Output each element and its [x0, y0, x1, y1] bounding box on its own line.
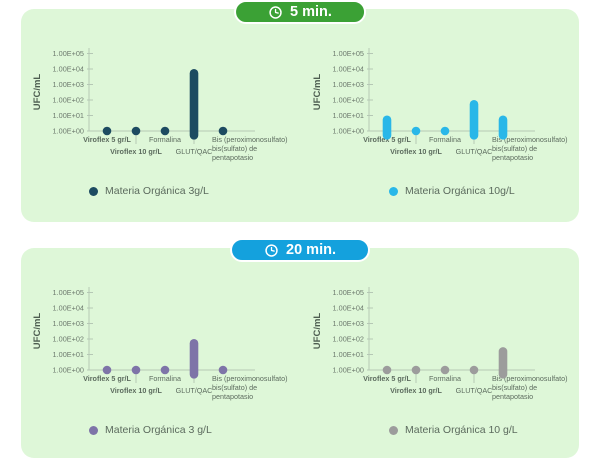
svg-text:UFC/mL: UFC/mL: [312, 313, 323, 350]
legend-materia-organica-3: Materia Orgánica 3 g/L: [27, 424, 293, 436]
clock-icon: [269, 5, 282, 19]
svg-text:GLUT/QAC: GLUT/QAC: [176, 386, 213, 395]
svg-text:1.00E+05: 1.00E+05: [333, 288, 364, 297]
svg-text:bis(sulfato) de: bis(sulfato) de: [212, 144, 257, 153]
svg-text:1.00E+02: 1.00E+02: [53, 96, 84, 105]
chart-20min-materia-organica-3: 1.00E+00 1.00E+01 1.00E+02 1.00E+03 1.00E+04…: [32, 287, 288, 401]
svg-text:bis(sulfato) de: bis(sulfato) de: [492, 144, 537, 153]
svg-text:pentapotasio: pentapotasio: [212, 392, 253, 401]
svg-text:UFC/mL: UFC/mL: [32, 313, 43, 350]
svg-text:1.00E+00: 1.00E+00: [333, 127, 364, 136]
svg-text:UFC/mL: UFC/mL: [32, 74, 43, 111]
svg-text:1.00E+05: 1.00E+05: [53, 49, 84, 58]
svg-text:1.00E+01: 1.00E+01: [53, 350, 84, 359]
svg-text:Bis (peroximonosulfato): Bis (peroximonosulfato): [212, 374, 288, 383]
badge-label-20min: 20 min.: [286, 242, 336, 258]
svg-text:Viroflex 5 gr/L: Viroflex 5 gr/L: [83, 135, 131, 144]
svg-text:Viroflex 10 gr/L: Viroflex 10 gr/L: [390, 147, 442, 156]
svg-text:1.00E+05: 1.00E+05: [53, 288, 84, 297]
svg-text:GLUT/QAC: GLUT/QAC: [176, 147, 213, 156]
legend-label: Materia Orgánica 10g/L: [405, 185, 515, 197]
legend-dot-icon: [89, 186, 98, 196]
svg-text:1.00E+03: 1.00E+03: [333, 319, 364, 328]
svg-text:bis(sulfato) de: bis(sulfato) de: [212, 383, 257, 392]
svg-text:Viroflex 5 gr/L: Viroflex 5 gr/L: [83, 374, 131, 383]
chart-5min-materia-organica-3: 1.00E+00 1.00E+01 1.00E+02 1.00E+03 1.00E+04…: [32, 48, 288, 162]
legend-label: Materia Orgánica 3 g/L: [105, 424, 212, 436]
legends-5min: Materia Orgánica 3g/L Materia Orgánica 1…: [21, 185, 579, 197]
chart-20min-materia-organica-10: 1.00E+00 1.00E+01 1.00E+02 1.00E+03 1.00E+04…: [312, 287, 568, 401]
svg-text:1.00E+02: 1.00E+02: [333, 335, 364, 344]
badge-label-5min: 5 min.: [290, 4, 332, 20]
svg-text:pentapotasio: pentapotasio: [212, 153, 253, 162]
svg-text:1.00E+03: 1.00E+03: [53, 319, 84, 328]
legend-materia-organica-10: Materia Orgánica 10g/L: [307, 185, 573, 197]
svg-text:GLUT/QAC: GLUT/QAC: [456, 386, 493, 395]
svg-text:1.00E+01: 1.00E+01: [53, 111, 84, 120]
svg-text:1.00E+01: 1.00E+01: [333, 350, 364, 359]
svg-text:1.00E+04: 1.00E+04: [333, 65, 364, 74]
svg-text:Formalina: Formalina: [149, 374, 181, 383]
svg-text:1.00E+03: 1.00E+03: [53, 80, 84, 89]
svg-text:Bis (peroximonosulfato): Bis (peroximonosulfato): [492, 135, 568, 144]
svg-text:1.00E+00: 1.00E+00: [53, 127, 84, 136]
svg-text:1.00E+02: 1.00E+02: [333, 96, 364, 105]
time-badge-20min: 20 min.: [230, 238, 370, 262]
clock-icon: [265, 243, 278, 257]
svg-text:pentapotasio: pentapotasio: [492, 392, 533, 401]
legend-materia-organica-3: Materia Orgánica 3g/L: [27, 185, 293, 197]
svg-text:Viroflex 5 gr/L: Viroflex 5 gr/L: [363, 374, 411, 383]
time-badge-5min: 5 min.: [234, 0, 366, 24]
svg-text:1.00E+04: 1.00E+04: [333, 304, 364, 313]
svg-text:Viroflex 10 gr/L: Viroflex 10 gr/L: [390, 386, 442, 395]
legends-20min: Materia Orgánica 3 g/L Materia Orgánica …: [21, 424, 579, 436]
chart-5min-materia-organica-10: 1.00E+00 1.00E+01 1.00E+02 1.00E+03 1.00E+04…: [312, 48, 568, 162]
svg-text:GLUT/QAC: GLUT/QAC: [456, 147, 493, 156]
svg-text:1.00E+05: 1.00E+05: [333, 49, 364, 58]
charts-row-5min: 1.00E+00 1.00E+01 1.00E+02 1.00E+03 1.00E+04…: [21, 9, 579, 183]
svg-text:1.00E+04: 1.00E+04: [53, 304, 84, 313]
svg-text:UFC/mL: UFC/mL: [312, 74, 323, 111]
svg-text:Formalina: Formalina: [429, 135, 461, 144]
svg-text:Formalina: Formalina: [149, 135, 181, 144]
legend-dot-icon: [89, 425, 98, 435]
svg-text:Viroflex 10 gr/L: Viroflex 10 gr/L: [110, 386, 162, 395]
svg-text:Viroflex 10 gr/L: Viroflex 10 gr/L: [110, 147, 162, 156]
legend-dot-icon: [389, 186, 398, 196]
panel-5min: 1.00E+00 1.00E+01 1.00E+02 1.00E+03 1.00E+04…: [21, 9, 579, 222]
legend-label: Materia Orgánica 10 g/L: [405, 424, 518, 436]
svg-text:1.00E+00: 1.00E+00: [333, 366, 364, 375]
panel-20min: 1.00E+00 1.00E+01 1.00E+02 1.00E+03 1.00E+04…: [21, 248, 579, 458]
svg-text:pentapotasio: pentapotasio: [492, 153, 533, 162]
svg-text:1.00E+02: 1.00E+02: [53, 335, 84, 344]
svg-text:1.00E+01: 1.00E+01: [333, 111, 364, 120]
svg-text:Bis (peroximonosulfato): Bis (peroximonosulfato): [492, 374, 568, 383]
legend-label: Materia Orgánica 3g/L: [105, 185, 209, 197]
svg-text:1.00E+04: 1.00E+04: [53, 65, 84, 74]
legend-dot-icon: [389, 425, 398, 435]
svg-text:Bis (peroximonosulfato): Bis (peroximonosulfato): [212, 135, 288, 144]
svg-text:bis(sulfato) de: bis(sulfato) de: [492, 383, 537, 392]
svg-text:1.00E+03: 1.00E+03: [333, 80, 364, 89]
charts-row-20min: 1.00E+00 1.00E+01 1.00E+02 1.00E+03 1.00E+04…: [21, 248, 579, 422]
legend-materia-organica-10: Materia Orgánica 10 g/L: [307, 424, 573, 436]
svg-text:1.00E+00: 1.00E+00: [53, 366, 84, 375]
svg-text:Formalina: Formalina: [429, 374, 461, 383]
